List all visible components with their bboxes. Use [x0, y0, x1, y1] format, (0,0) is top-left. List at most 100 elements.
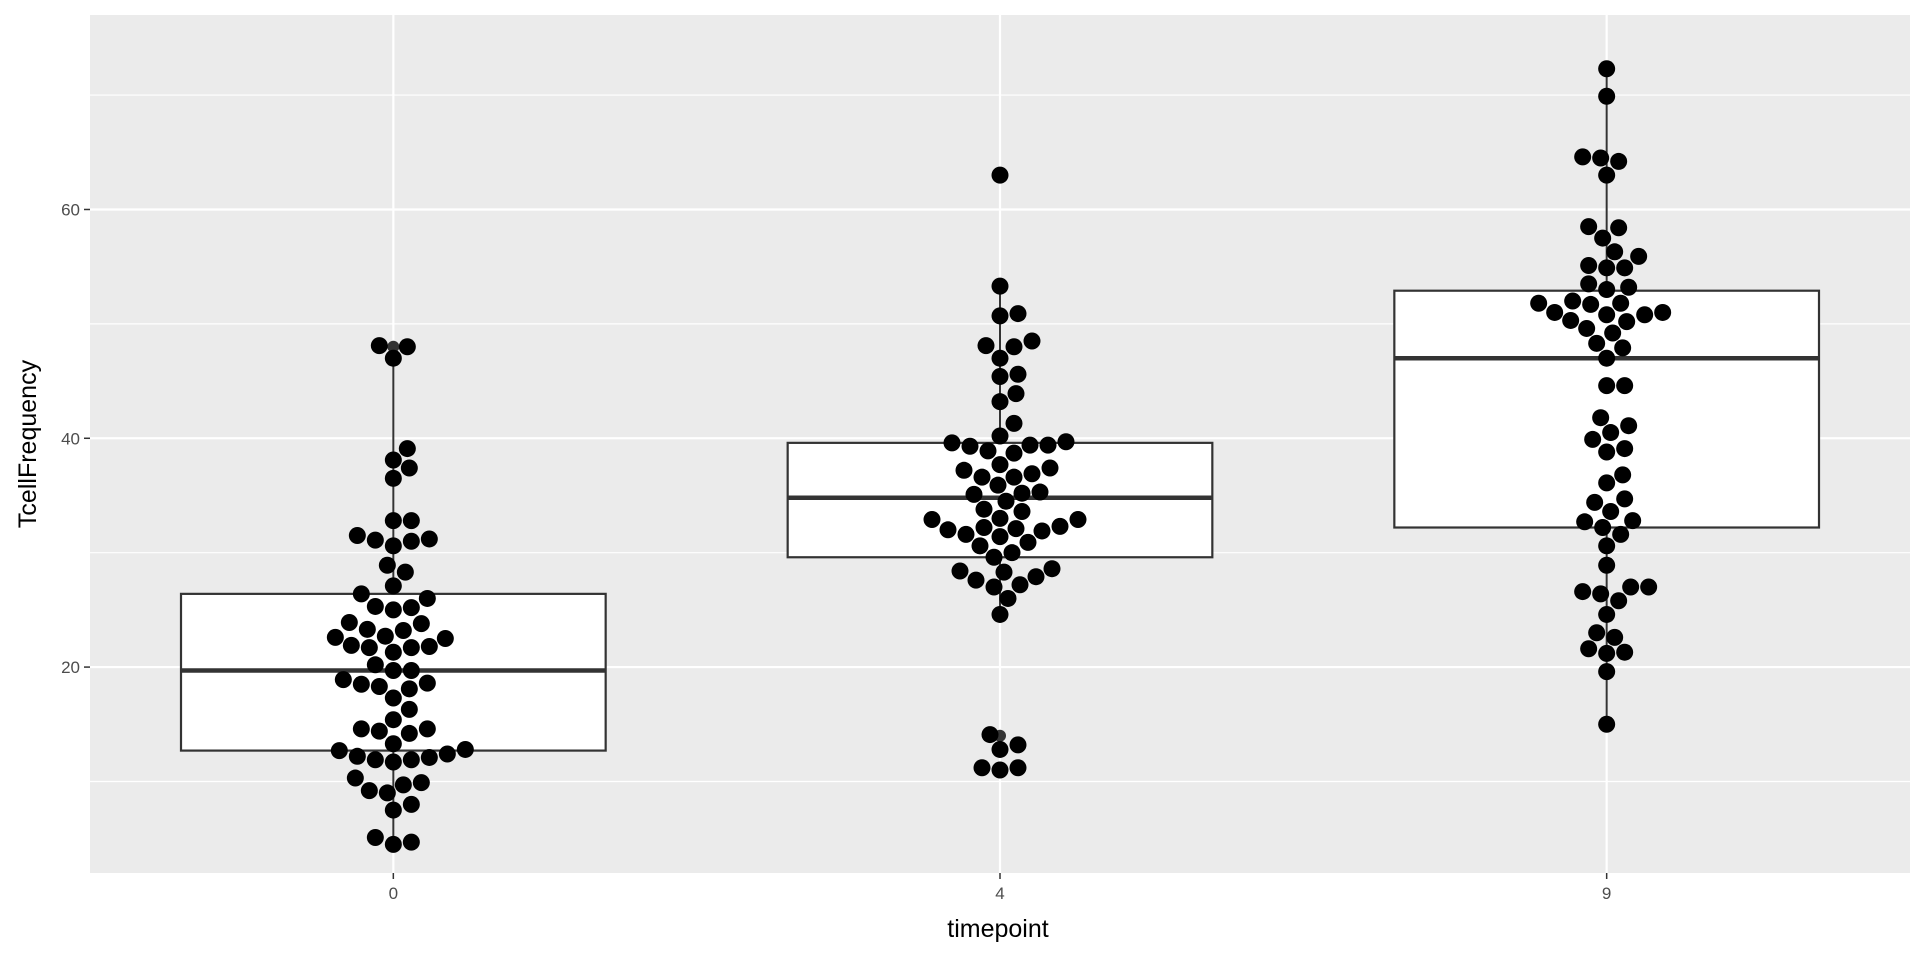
data-point — [402, 639, 420, 657]
data-point — [1612, 525, 1630, 543]
data-point — [1007, 385, 1025, 403]
data-point — [1546, 303, 1564, 321]
data-point — [342, 636, 360, 654]
data-point — [1009, 365, 1027, 383]
data-point — [366, 751, 384, 769]
data-point — [340, 613, 358, 631]
data-point — [1602, 502, 1620, 520]
data-point — [951, 562, 969, 580]
data-point — [366, 531, 384, 549]
data-point — [1620, 417, 1638, 435]
data-point — [991, 528, 1009, 546]
data-point — [1606, 243, 1624, 261]
data-point — [1604, 324, 1622, 342]
y-tick-label: 20 — [61, 658, 80, 677]
data-point — [1019, 533, 1037, 551]
data-point — [1616, 440, 1634, 458]
data-point — [384, 753, 402, 771]
data-point — [1574, 148, 1592, 166]
data-point — [967, 571, 985, 589]
data-point — [398, 440, 416, 458]
data-point — [384, 349, 402, 367]
data-point — [394, 621, 412, 639]
data-point — [384, 577, 402, 595]
data-point — [384, 801, 402, 819]
data-point — [1584, 430, 1602, 448]
data-point — [400, 680, 418, 698]
y-axis: 20 40 60 — [61, 200, 90, 677]
data-point — [456, 740, 474, 758]
data-point — [977, 337, 995, 355]
data-point — [1011, 576, 1029, 594]
data-point — [1069, 511, 1087, 529]
data-point — [1592, 149, 1610, 167]
data-point — [402, 751, 420, 769]
data-point — [991, 277, 1009, 295]
data-point — [981, 726, 999, 744]
data-point — [1580, 257, 1598, 275]
data-point — [1610, 219, 1628, 237]
data-point — [1614, 339, 1632, 357]
data-point — [991, 166, 1009, 184]
data-point — [384, 451, 402, 469]
data-point — [1598, 281, 1616, 299]
data-point — [1598, 556, 1616, 574]
data-point — [352, 585, 370, 603]
data-point — [989, 476, 1007, 494]
x-tick-label: 0 — [389, 884, 398, 903]
data-point — [384, 711, 402, 729]
data-point — [418, 674, 436, 692]
data-point — [378, 556, 396, 574]
data-point — [384, 662, 402, 680]
data-point — [975, 500, 993, 518]
data-point — [991, 349, 1009, 367]
data-point — [384, 689, 402, 707]
data-point — [398, 338, 416, 356]
data-point — [366, 829, 384, 847]
data-point — [1574, 583, 1592, 601]
data-point — [1598, 349, 1616, 367]
data-point — [396, 563, 414, 581]
data-point — [991, 740, 1009, 758]
box — [1393, 289, 1821, 529]
data-point — [1610, 592, 1628, 610]
data-point — [1580, 218, 1598, 236]
data-point — [378, 784, 396, 802]
data-point — [999, 589, 1017, 607]
data-point — [1592, 585, 1610, 603]
data-point — [991, 393, 1009, 411]
data-point — [436, 629, 454, 647]
data-point — [971, 537, 989, 555]
data-point — [1610, 152, 1628, 170]
data-point — [420, 637, 438, 655]
data-point — [384, 469, 402, 487]
data-point — [973, 759, 991, 777]
data-point — [1630, 247, 1648, 265]
data-point — [366, 656, 384, 674]
data-point — [1616, 490, 1634, 508]
data-point — [1598, 715, 1616, 733]
data-point — [400, 459, 418, 477]
data-point — [358, 620, 376, 638]
data-point — [965, 485, 983, 503]
data-point — [985, 548, 1003, 566]
data-point — [1614, 466, 1632, 484]
data-point — [1602, 424, 1620, 442]
data-point — [1654, 303, 1672, 321]
data-point — [376, 627, 394, 645]
data-point — [1582, 295, 1600, 313]
data-point — [1622, 578, 1640, 596]
data-point — [975, 519, 993, 537]
data-point — [1598, 306, 1616, 324]
data-point — [348, 527, 366, 545]
data-point — [370, 678, 388, 696]
data-point — [1021, 436, 1039, 454]
data-point — [1007, 520, 1025, 538]
data-point — [412, 615, 430, 633]
data-point — [384, 537, 402, 555]
data-point — [418, 720, 436, 738]
x-axis-title: timepoint — [947, 915, 1048, 943]
data-point — [370, 337, 388, 355]
data-point — [1618, 313, 1636, 331]
